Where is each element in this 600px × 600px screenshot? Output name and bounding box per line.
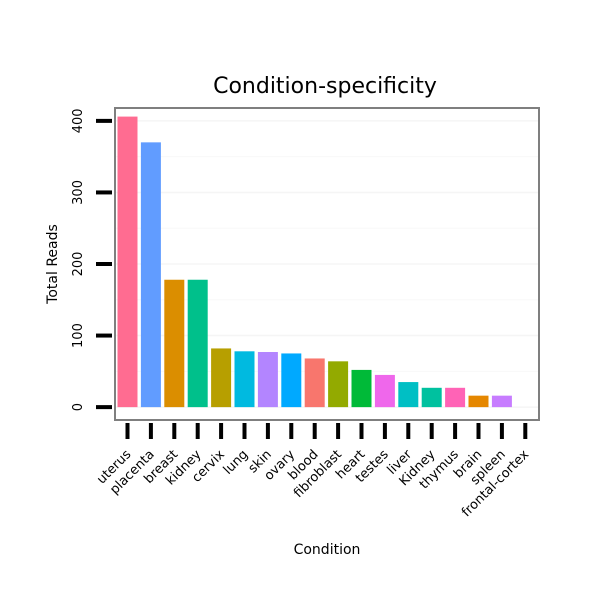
y-tick-label: 0: [71, 403, 86, 411]
plot-frame: [114, 107, 540, 421]
y-axis-label: Total Reads: [45, 224, 61, 305]
bar-spleen: [491, 395, 512, 408]
y-axis: 0 100 200 300 400: [71, 108, 112, 411]
x-tick-label: lung: [221, 447, 252, 478]
x-axis: uterusplacentabreastkidneycervixlungskin…: [94, 423, 532, 520]
bar-skin: [257, 352, 278, 408]
chart-title: Condition-specificity: [213, 74, 437, 99]
bar-breast: [164, 279, 185, 408]
bars: [117, 116, 512, 408]
bar-brain: [468, 395, 489, 408]
x-axis-label: Condition: [294, 542, 361, 558]
bar-testes: [374, 374, 395, 408]
y-tick-label: 100: [71, 323, 86, 348]
bar-heart: [351, 369, 372, 408]
bar-liver: [398, 382, 419, 408]
bar-fibroblast: [328, 361, 349, 408]
bar-placenta: [140, 142, 161, 408]
bar-uterus: [117, 116, 138, 408]
gridlines: [115, 120, 539, 408]
bar-lung: [234, 351, 255, 408]
y-tick-label: 200: [71, 252, 86, 277]
bar-ovary: [281, 353, 302, 408]
bar-cervix: [211, 348, 232, 408]
bar-kidney: [421, 387, 442, 408]
y-tick-label: 300: [71, 180, 86, 205]
bar-blood: [304, 358, 325, 408]
bar-kidney: [187, 279, 208, 408]
bar-thymus: [445, 387, 466, 408]
y-tick-label: 400: [71, 108, 86, 133]
